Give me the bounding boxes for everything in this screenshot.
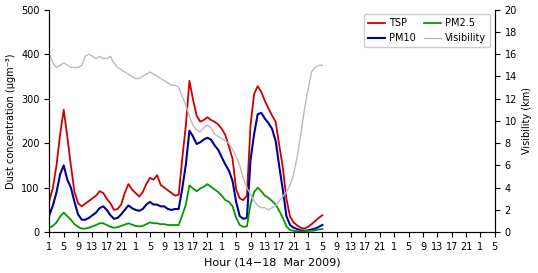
Y-axis label: Visibility (km): Visibility (km) bbox=[522, 87, 533, 154]
X-axis label: Hour (14−18  Mar 2009): Hour (14−18 Mar 2009) bbox=[204, 257, 341, 268]
Y-axis label: Dust concentration (μgm⁻³): Dust concentration (μgm⁻³) bbox=[5, 53, 16, 189]
Legend: TSP, PM10, PM2.5, Visibility: TSP, PM10, PM2.5, Visibility bbox=[364, 14, 490, 47]
